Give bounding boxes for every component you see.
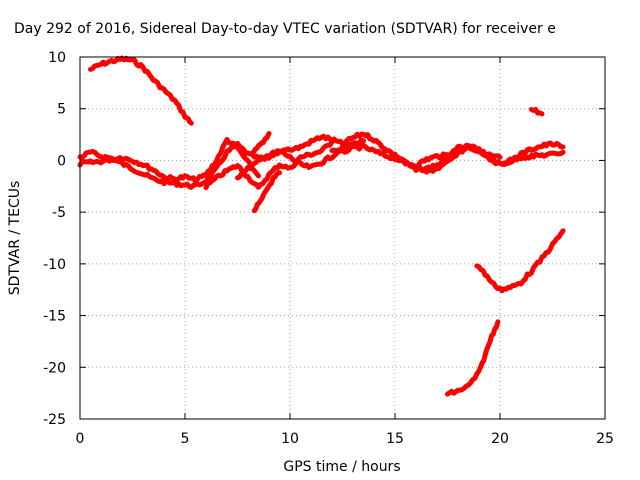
x-tick-label: 15 (386, 431, 404, 447)
series-line-4 (203, 139, 335, 191)
series-line-5 (235, 137, 366, 181)
chart-title: Day 292 of 2016, Sidereal Day-to-day VTE… (14, 21, 556, 37)
series-line-11 (424, 143, 566, 174)
x-axis-label: GPS time / hours (283, 459, 400, 475)
y-tick-label: 0 (57, 153, 66, 169)
y-tick-label: -10 (43, 257, 66, 273)
y-tick-label: 10 (48, 50, 66, 66)
axis-ticks: 0 5 10 15 20 25 10 5 0 -5 -10 -15 -20 -25 (43, 50, 614, 447)
series-line-7 (249, 131, 272, 156)
x-tick-label: 10 (281, 431, 299, 447)
plot-frame (79, 56, 606, 420)
series-line-6 (251, 170, 282, 214)
y-tick-label: -20 (43, 360, 66, 376)
x-tick-label: 25 (596, 431, 614, 447)
y-tick-label: -5 (52, 205, 66, 221)
series-line-14 (445, 319, 501, 397)
y-axis-label: SDTVAR / TECUs (7, 181, 23, 296)
grid (80, 57, 605, 419)
series-line-13 (474, 228, 566, 294)
y-tick-label: 5 (57, 102, 66, 118)
series-line-12 (529, 107, 545, 117)
y-tick-label: -25 (43, 412, 66, 428)
x-tick-label: 5 (181, 431, 190, 447)
x-tick-label: 20 (491, 431, 509, 447)
y-tick-label: -15 (43, 309, 66, 325)
series-line-1 (88, 55, 194, 126)
x-tick-label: 0 (76, 431, 85, 447)
series-layer (77, 55, 566, 397)
series-line-3 (77, 137, 261, 185)
